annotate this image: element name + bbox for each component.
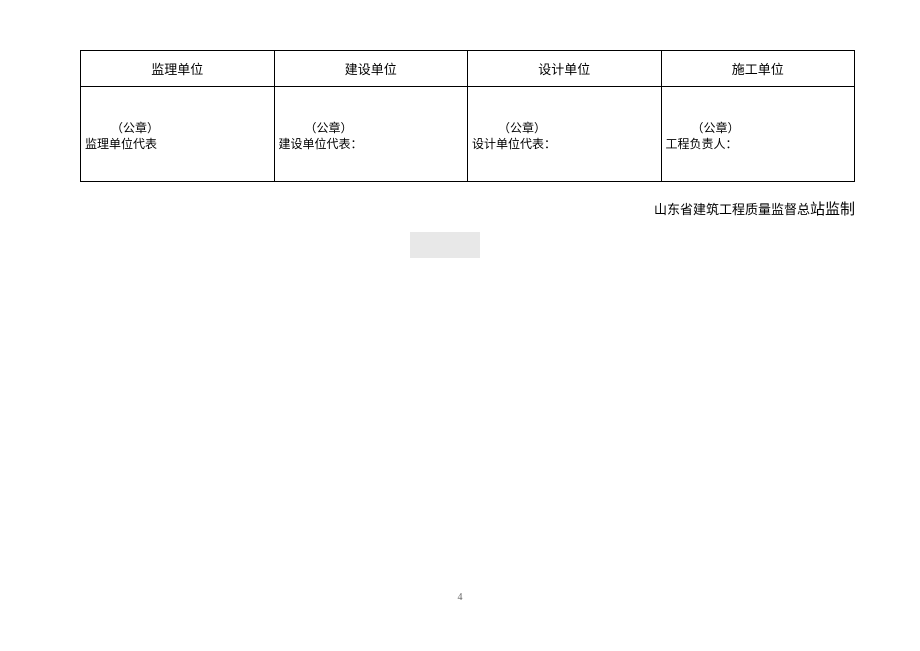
header-supervision-unit: 监理单位 xyxy=(81,51,275,87)
footer-authority: 山东省建筑工程质量监督总站监制 xyxy=(654,198,855,219)
footer-suffix: 站监制 xyxy=(810,202,855,218)
rep-label: 监理单位代表 xyxy=(85,135,157,152)
seal-label: （公章） xyxy=(498,119,546,136)
rep-label: 设计单位代表： xyxy=(472,135,556,152)
header-design-unit: 设计单位 xyxy=(468,51,662,87)
seal-label: （公章） xyxy=(692,119,740,136)
cell-design: （公章） 设计单位代表： xyxy=(468,87,662,182)
footer-prefix: 山东省建筑工程质量监督总 xyxy=(654,202,810,217)
signature-table: 监理单位 建设单位 设计单位 施工单位 （公章） 监理单位代表 （公章） 建设单… xyxy=(80,50,855,182)
rep-label: 工程负责人： xyxy=(666,135,738,152)
page-number: 4 xyxy=(458,592,463,603)
rep-label: 建设单位代表： xyxy=(279,135,363,152)
seal-label: （公章） xyxy=(111,119,159,136)
table-body-row: （公章） 监理单位代表 （公章） 建设单位代表： （公章） 设计单位代表： （公… xyxy=(81,87,855,182)
cell-construction: （公章） 建设单位代表： xyxy=(274,87,468,182)
header-contractor-unit: 施工单位 xyxy=(661,51,855,87)
signature-table-container: 监理单位 建设单位 设计单位 施工单位 （公章） 监理单位代表 （公章） 建设单… xyxy=(80,50,855,182)
table-header-row: 监理单位 建设单位 设计单位 施工单位 xyxy=(81,51,855,87)
header-construction-unit: 建设单位 xyxy=(274,51,468,87)
cell-contractor: （公章） 工程负责人： xyxy=(661,87,855,182)
cell-supervision: （公章） 监理单位代表 xyxy=(81,87,275,182)
seal-label: （公章） xyxy=(305,119,353,136)
gray-placeholder-box xyxy=(410,232,480,258)
